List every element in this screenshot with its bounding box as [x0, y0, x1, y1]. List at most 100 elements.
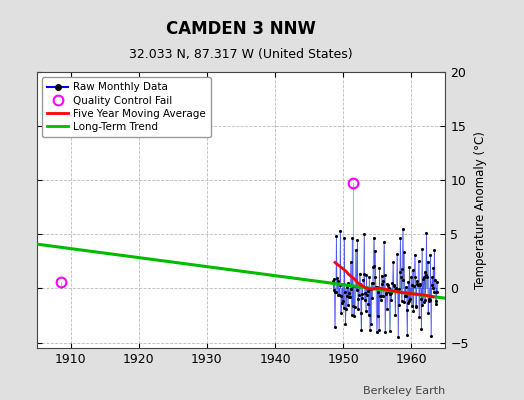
Point: [351, 304, 359, 310]
Point: [416, 282, 424, 288]
Point: [380, 272, 389, 278]
Point: [350, 313, 358, 319]
Point: [375, 326, 383, 333]
Point: [339, 298, 347, 304]
Point: [346, 259, 355, 266]
Point: [419, 299, 428, 305]
Point: [417, 295, 425, 302]
Point: [359, 271, 368, 277]
Point: [361, 297, 369, 304]
Point: [388, 288, 396, 294]
Point: [340, 305, 348, 312]
Point: [367, 321, 375, 328]
Point: [424, 296, 433, 302]
Point: [394, 333, 402, 340]
Point: [387, 290, 395, 296]
Point: [370, 248, 379, 254]
Point: [433, 288, 441, 295]
Point: [422, 272, 430, 278]
Point: [363, 288, 372, 294]
Point: [392, 284, 401, 291]
Point: [356, 310, 365, 316]
Point: [368, 294, 376, 301]
Point: [430, 289, 438, 295]
Point: [379, 278, 388, 284]
Point: [386, 328, 394, 334]
Point: [429, 285, 437, 292]
Point: [353, 287, 361, 293]
Point: [331, 324, 339, 330]
Point: [383, 306, 391, 312]
Point: [348, 235, 356, 241]
Point: [347, 312, 356, 318]
Point: [377, 292, 385, 299]
Point: [355, 292, 363, 298]
Point: [422, 230, 431, 236]
Point: [393, 251, 401, 257]
Point: [391, 312, 399, 319]
Point: [343, 284, 352, 290]
Point: [395, 286, 403, 292]
Point: [428, 281, 436, 288]
Point: [379, 293, 387, 299]
Point: [418, 246, 426, 252]
Point: [376, 297, 385, 303]
Point: [332, 288, 340, 295]
Point: [421, 297, 430, 303]
Text: 32.033 N, 87.317 W (United States): 32.033 N, 87.317 W (United States): [129, 48, 353, 61]
Point: [354, 306, 362, 312]
Point: [385, 288, 394, 295]
Point: [338, 300, 346, 306]
Point: [358, 291, 366, 297]
Point: [336, 228, 345, 235]
Point: [403, 332, 411, 338]
Point: [373, 284, 381, 290]
Point: [329, 278, 337, 285]
Point: [331, 288, 340, 295]
Point: [389, 283, 398, 289]
Point: [397, 274, 405, 280]
Point: [330, 287, 338, 294]
Point: [374, 288, 383, 295]
Point: [398, 266, 406, 272]
Point: [353, 236, 362, 243]
Point: [357, 327, 366, 333]
Point: [352, 247, 360, 253]
Point: [334, 292, 343, 298]
Point: [390, 286, 399, 293]
Point: [374, 313, 382, 320]
Point: [366, 327, 374, 334]
Point: [355, 270, 364, 277]
Point: [394, 288, 402, 294]
Point: [396, 235, 405, 241]
Point: [333, 274, 341, 281]
Point: [424, 310, 432, 317]
Point: [364, 301, 373, 307]
Point: [409, 267, 417, 273]
Point: [335, 282, 344, 288]
Point: [423, 258, 432, 265]
Point: [366, 286, 375, 293]
Point: [340, 235, 348, 242]
Point: [420, 274, 429, 280]
Point: [369, 234, 378, 241]
Point: [414, 258, 423, 264]
Point: [360, 231, 368, 237]
Point: [381, 290, 390, 296]
Point: [346, 294, 354, 300]
Point: [383, 281, 391, 288]
Point: [345, 289, 354, 296]
Point: [363, 292, 371, 298]
Point: [362, 308, 370, 314]
Point: [365, 274, 374, 280]
Point: [396, 269, 404, 276]
Point: [368, 280, 377, 286]
Point: [402, 292, 410, 299]
Point: [333, 292, 342, 298]
Point: [395, 302, 403, 308]
Point: [384, 282, 392, 288]
Point: [411, 274, 419, 281]
Point: [378, 281, 387, 287]
Point: [406, 296, 414, 303]
Point: [352, 283, 361, 289]
